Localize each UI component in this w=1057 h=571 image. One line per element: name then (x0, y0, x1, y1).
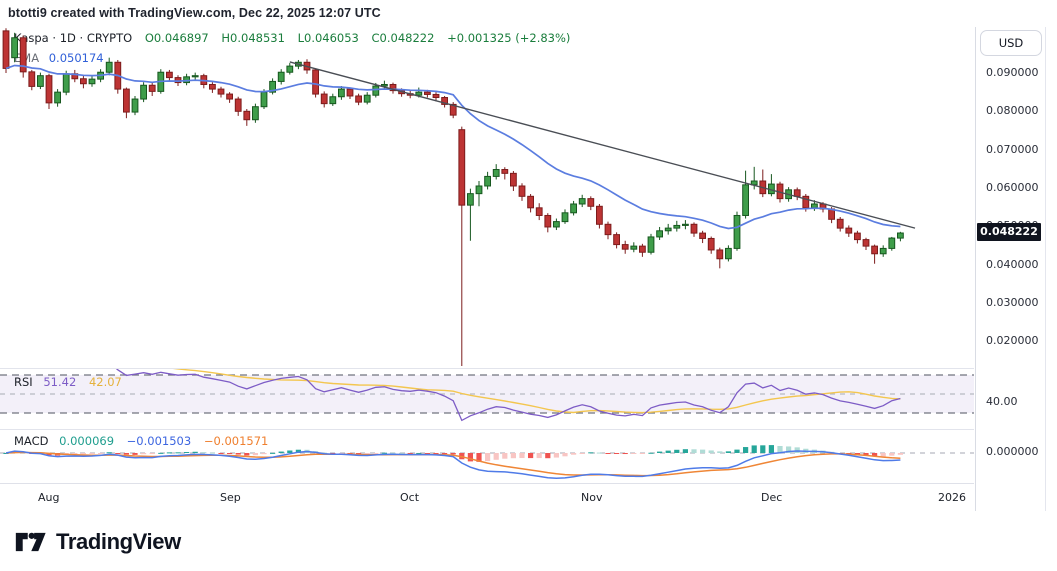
price-tick: 0.080000 (986, 104, 1039, 117)
time-label-aug: Aug (38, 491, 60, 504)
tradingview-logo-icon (15, 532, 46, 552)
attribution-text: btotti9 created with TradingView.com, De… (8, 6, 381, 20)
macd-hist-value: 0.000069 (59, 434, 115, 448)
time-label-nov: Nov (581, 491, 603, 504)
price-tick: 0.030000 (986, 296, 1039, 309)
macd-line-value: −0.001503 (126, 434, 192, 448)
price-tick: 0.070000 (986, 143, 1039, 156)
brand-text: TradingView (56, 529, 181, 554)
time-axis[interactable]: Aug Sep Oct Nov Dec 2026 (0, 483, 974, 511)
price-tick: 0.060000 (986, 181, 1039, 194)
currency-button[interactable]: USD (980, 30, 1042, 56)
price-tick: 0.090000 (986, 66, 1039, 79)
last-price-badge: 0.048222 (977, 223, 1041, 241)
price-pane[interactable]: Kaspa · 1D · CRYPTO O0.046897 H0.048531 … (0, 28, 974, 367)
macd-tick: 0.000000 (986, 445, 1039, 458)
time-label-2026: 2026 (938, 491, 966, 504)
time-label-sep: Sep (220, 491, 241, 504)
high-value: H0.048531 (221, 31, 285, 45)
rsi-value: 51.42 (43, 375, 77, 389)
macd-legend: MACD 0.000069 −0.001503 −0.001571 (14, 434, 277, 448)
symbol-title: Kaspa · 1D · CRYPTO (14, 31, 133, 45)
price-tick: 0.040000 (986, 258, 1039, 271)
rsi-label: RSI (14, 375, 33, 389)
macd-pane[interactable]: MACD 0.000069 −0.001503 −0.001571 (0, 429, 974, 482)
tradingview-brand[interactable]: TradingView (14, 524, 181, 560)
macd-signal-value: −0.001571 (203, 434, 269, 448)
ema-value: 0.050174 (48, 51, 104, 65)
rsi-pane[interactable]: RSI 51.42 42.07 (0, 368, 974, 427)
macd-label: MACD (14, 434, 49, 448)
macd-chart-svg[interactable] (0, 430, 974, 482)
rsi-legend: RSI 51.42 42.07 (14, 375, 131, 389)
time-label-dec: Dec (761, 491, 783, 504)
low-value: L0.046053 (297, 31, 359, 45)
rsi-tick: 40.00 (986, 395, 1018, 408)
price-tick: 0.020000 (986, 334, 1039, 347)
time-label-oct: Oct (400, 491, 420, 504)
price-scale[interactable]: USD 0.090000 0.080000 0.070000 0.060000 … (975, 27, 1046, 511)
change-value: +0.001325 (+2.83%) (447, 31, 571, 45)
rsi-signal-value: 42.07 (88, 375, 122, 389)
price-chart-svg[interactable] (0, 28, 974, 367)
symbol-legend: Kaspa · 1D · CRYPTO O0.046897 H0.048531 … (14, 31, 579, 45)
close-value: C0.048222 (371, 31, 435, 45)
rsi-chart-svg[interactable] (0, 369, 974, 427)
open-value: O0.046897 (144, 31, 209, 45)
